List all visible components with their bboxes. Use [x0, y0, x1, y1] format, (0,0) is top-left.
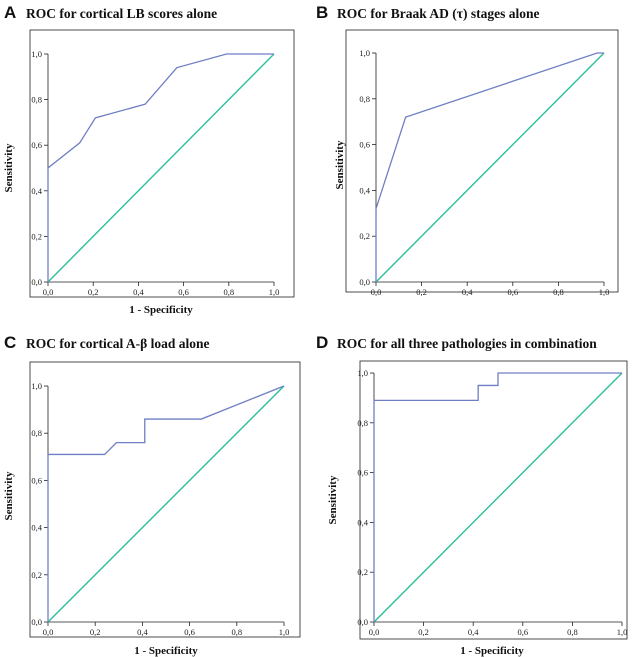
- panel-c-label: C: [4, 333, 16, 352]
- panel-b: B ROC for Braak AD (τ) stages alone 0,0 0…: [316, 0, 632, 325]
- panel-b-y-tick-label: 0,2: [359, 231, 370, 241]
- panel-d: D ROC for all three pathologies in combi…: [316, 325, 632, 657]
- panel-c-x-tick-label: 0,4: [137, 627, 148, 637]
- panel-a-ylabel: Sensitivity: [3, 143, 15, 192]
- panel-d-y-tick-label: 0,6: [357, 468, 368, 478]
- panel-d-x-tick-label: 0,0: [369, 627, 380, 637]
- panel-b-roc-curve: [375, 52, 604, 282]
- panel-d-plot-frame: [359, 360, 628, 640]
- panel-b-x-tick-label: 0,2: [416, 287, 427, 297]
- panel-d-xlabel: 1 - Specificity: [460, 645, 524, 657]
- panel-d-title: ROC for all three pathologies in combina…: [337, 336, 597, 351]
- panel-d-y-tick-label: 0,4: [357, 517, 368, 527]
- panel-c-xlabel: 1 - Specificity: [134, 645, 198, 657]
- panel-b-reference-line: [375, 52, 605, 283]
- panel-d-x-tick-label: 1,0: [617, 627, 628, 637]
- panel-a-y-tick-label: 1,0: [31, 49, 42, 59]
- panel-d-y-tick-label: 0,0: [357, 617, 368, 627]
- panel-b-y-tick-label: 0,4: [359, 185, 370, 195]
- panel-c-ylabel: Sensitivity: [3, 471, 15, 520]
- panel-b-title: ROC for Braak AD (τ) stages alone: [337, 6, 539, 21]
- panel-d-y-tick-label: 0,8: [357, 418, 368, 428]
- panel-a: A ROC for cortical LB scores alone 0,0 0,…: [0, 0, 316, 325]
- panel-d-x-tick-label: 0,4: [468, 627, 479, 637]
- panel-c-svg: C ROC for cortical A-β load alone 0,0 0,2…: [3, 333, 301, 657]
- panel-a-x-tick-label: 0,8: [223, 287, 234, 297]
- panel-c-y-tick-label: 0,0: [31, 617, 42, 627]
- panel-a-roc-curve: [47, 53, 274, 282]
- panel-c-x-tick-label: 0,8: [231, 627, 242, 637]
- panel-b-y-tick-label: 0,6: [359, 140, 370, 150]
- panel-a-y-tick-label: 0,8: [31, 95, 42, 105]
- panel-b-x-tick-label: 1,0: [599, 287, 610, 297]
- panel-c-y-tick-label: 1,0: [31, 381, 42, 391]
- panel-c-x-tick-label: 0,2: [90, 627, 101, 637]
- panel-c-x-tick-label: 0,0: [43, 627, 54, 637]
- panel-d-y-tick-label: 0,2: [357, 567, 368, 577]
- panel-c-roc-curve: [47, 385, 285, 622]
- panel-b-x-tick-label: 0,8: [553, 287, 564, 297]
- panel-b-label: B: [316, 3, 328, 22]
- panel-d-ylabel: Sensitivity: [327, 475, 339, 524]
- panel-a-plot-frame: [29, 29, 295, 298]
- panel-a-y-tick-label: 0,6: [31, 140, 42, 150]
- panel-c-y-tick-label: 0,4: [31, 523, 42, 533]
- panel-b-x-tick-label: 0,4: [462, 287, 473, 297]
- panel-b-ylabel: Sensitivity: [334, 140, 346, 189]
- panel-b-y-tick-label: 0,0: [359, 277, 370, 287]
- panel-c-x-tick-label: 1,0: [279, 627, 290, 637]
- panel-d-x-tick-label: 0,8: [567, 627, 578, 637]
- panel-a-x-tick-label: 0,4: [133, 287, 144, 297]
- panel-b-y-tick-label: 0,8: [359, 94, 370, 104]
- panel-a-title: ROC for cortical LB scores alone: [26, 6, 217, 21]
- panel-b-x-tick-label: 0,6: [507, 287, 518, 297]
- panel-a-x-tick-label: 1,0: [269, 287, 280, 297]
- panel-d-x-tick-label: 0,6: [517, 627, 528, 637]
- panel-a-svg: A ROC for cortical LB scores alone 0,0 0,…: [3, 3, 295, 316]
- panel-c-y-tick-label: 0,2: [31, 570, 42, 580]
- panel-c-x-tick-label: 0,6: [184, 627, 195, 637]
- panel-a-y-tick-label: 0,4: [31, 186, 42, 196]
- panel-d-label: D: [316, 333, 328, 352]
- panel-c-title: ROC for cortical A-β load alone: [26, 336, 209, 351]
- panel-a-y-tick-label: 0,0: [31, 277, 42, 287]
- panel-d-svg: D ROC for all three pathologies in combi…: [316, 333, 628, 657]
- panel-b-plot-frame: [345, 29, 619, 293]
- panel-b-x-tick-label: 0,0: [371, 287, 382, 297]
- panel-b-y-tick-label: 1,0: [359, 48, 370, 58]
- panel-c-reference-line: [47, 385, 285, 623]
- panel-d-x-tick-label: 0,2: [418, 627, 429, 637]
- panel-c-y-tick-label: 0,8: [31, 428, 42, 438]
- panel-c-y-tick-label: 0,6: [31, 475, 42, 485]
- panel-b-svg: B ROC for Braak AD (τ) stages alone 0,0 0…: [316, 3, 619, 297]
- panel-c-plot-frame: [29, 361, 301, 638]
- panel-d-y-tick-label: 1,0: [357, 368, 368, 378]
- panel-a-xlabel: 1 - Specificity: [129, 304, 193, 316]
- panel-a-x-tick-label: 0,6: [178, 287, 189, 297]
- panel-a-reference-line: [47, 53, 275, 283]
- panel-c: C ROC for cortical A-β load alone 0,0 0,2…: [0, 325, 316, 657]
- panel-a-x-tick-label: 0,2: [88, 287, 99, 297]
- panel-d-reference-line: [373, 372, 623, 623]
- panel-a-x-tick-label: 0,0: [43, 287, 54, 297]
- panel-d-roc-curve: [373, 372, 622, 622]
- panel-a-y-tick-label: 0,2: [31, 231, 42, 241]
- panel-a-label: A: [4, 3, 16, 22]
